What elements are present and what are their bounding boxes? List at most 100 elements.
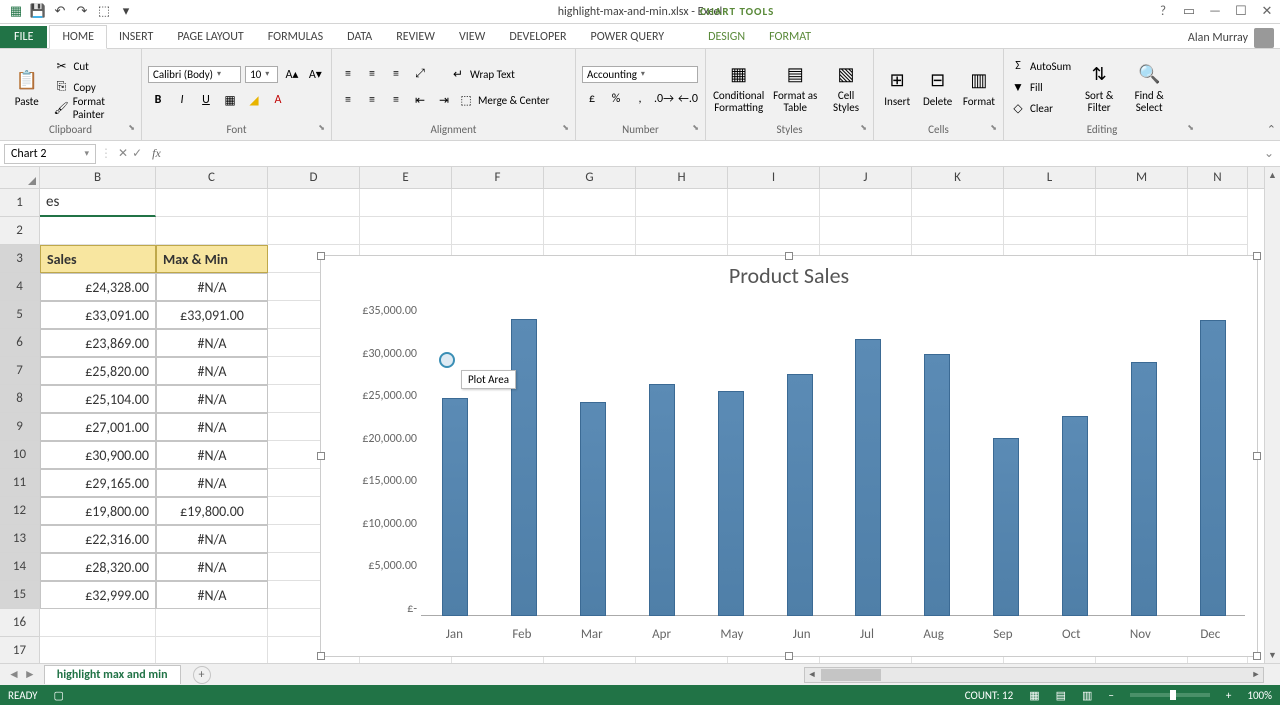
align-right-icon[interactable]: ≡ — [386, 90, 406, 110]
wrap-text-button[interactable]: ↵Wrap Text — [450, 65, 515, 83]
tab-home[interactable]: HOME — [49, 25, 107, 49]
cell-B6[interactable]: £23,869.00 — [40, 329, 156, 357]
chart-bar-Mar[interactable] — [580, 402, 606, 616]
align-middle-icon[interactable]: ≡ — [362, 64, 382, 84]
font-size-select[interactable]: 10 — [245, 66, 278, 83]
cell-F1[interactable] — [452, 189, 544, 217]
zoom-level[interactable]: 100% — [1247, 689, 1272, 702]
cell-C11[interactable]: #N/A — [156, 469, 268, 497]
conditional-formatting-button[interactable]: ▦Conditional Formatting — [712, 53, 765, 121]
cell-L2[interactable] — [1004, 217, 1096, 245]
file-tab[interactable]: FILE — [0, 26, 47, 48]
cell-C14[interactable]: #N/A — [156, 553, 268, 581]
row-header-11[interactable]: 11 — [0, 469, 40, 497]
horizontal-scrollbar[interactable]: ◄ ► — [804, 667, 1264, 683]
sheet-tab-active[interactable]: highlight max and min — [44, 665, 181, 684]
cell-B1[interactable]: es — [40, 189, 156, 217]
enter-formula-icon[interactable]: ✓ — [132, 146, 142, 161]
cell-C7[interactable]: #N/A — [156, 357, 268, 385]
tab-view[interactable]: VIEW — [447, 26, 497, 48]
cell-B8[interactable]: £25,104.00 — [40, 385, 156, 413]
cell-I1[interactable] — [728, 189, 820, 217]
cell-E1[interactable] — [360, 189, 452, 217]
cell-C13[interactable]: #N/A — [156, 525, 268, 553]
cell-L1[interactable] — [1004, 189, 1096, 217]
percent-icon[interactable]: % — [606, 89, 626, 109]
column-header-L[interactable]: L — [1004, 167, 1096, 188]
row-header-8[interactable]: 8 — [0, 385, 40, 413]
scroll-down-icon[interactable]: ▼ — [1265, 647, 1280, 663]
cell-J1[interactable] — [820, 189, 912, 217]
chart-object[interactable]: Product Sales £35,000.00£30,000.00£25,00… — [320, 255, 1258, 657]
maximize-icon[interactable]: ☐ — [1232, 4, 1250, 20]
border-button[interactable]: ▦ — [220, 90, 240, 110]
paste-button[interactable]: 📋 Paste — [6, 53, 47, 121]
scroll-left-icon[interactable]: ◄ — [805, 668, 819, 682]
cell-K1[interactable] — [912, 189, 1004, 217]
align-top-icon[interactable]: ≡ — [338, 64, 358, 84]
save-icon[interactable]: 💾 — [30, 4, 46, 20]
cell-G1[interactable] — [544, 189, 636, 217]
column-header-F[interactable]: F — [452, 167, 544, 188]
find-select-button[interactable]: 🔍Find & Select — [1127, 53, 1171, 121]
column-header-B[interactable]: B — [40, 167, 156, 188]
cut-button[interactable]: ✂Cut — [53, 57, 135, 75]
new-sheet-button[interactable]: + — [193, 666, 211, 684]
increase-decimal-icon[interactable]: .0→ — [654, 89, 674, 109]
row-header-16[interactable]: 16 — [0, 609, 40, 637]
comma-icon[interactable]: , — [630, 89, 650, 109]
decrease-decimal-icon[interactable]: ←.0 — [678, 89, 698, 109]
scroll-up-icon[interactable]: ▲ — [1265, 167, 1280, 183]
sort-filter-button[interactable]: ⇅Sort & Filter — [1077, 53, 1121, 121]
copy-button[interactable]: ⎘Copy — [53, 78, 135, 96]
insert-button[interactable]: ⊞Insert — [880, 53, 914, 121]
bold-button[interactable]: B — [148, 90, 168, 110]
grid-area[interactable]: BCDEFGHIJKLMN 1es23SalesMax & Min4£24,32… — [0, 167, 1280, 663]
cell-N2[interactable] — [1188, 217, 1248, 245]
cell-C10[interactable]: #N/A — [156, 441, 268, 469]
row-header-2[interactable]: 2 — [0, 217, 40, 245]
number-format-select[interactable]: Accounting — [582, 66, 698, 83]
fill-button[interactable]: ▼Fill — [1010, 78, 1071, 96]
chart-bar-Sep[interactable] — [993, 438, 1019, 616]
view-normal-icon[interactable]: ▦ — [1029, 689, 1039, 702]
cell-K2[interactable] — [912, 217, 1004, 245]
minimize-icon[interactable]: — — [1206, 4, 1224, 20]
touch-mode-icon[interactable]: ⬚ — [96, 4, 112, 20]
redo-icon[interactable]: ↷ — [74, 4, 90, 20]
fill-color-button[interactable]: ◢ — [244, 90, 264, 110]
chart-bar-May[interactable] — [718, 391, 744, 616]
cell-C1[interactable] — [156, 189, 268, 217]
column-header-H[interactable]: H — [636, 167, 728, 188]
cell-C8[interactable]: #N/A — [156, 385, 268, 413]
format-painter-button[interactable]: 🖌Format Painter — [53, 99, 135, 117]
italic-button[interactable]: I — [172, 90, 192, 110]
increase-indent-icon[interactable]: ⇥ — [434, 90, 454, 110]
column-header-G[interactable]: G — [544, 167, 636, 188]
cell-C2[interactable] — [156, 217, 268, 245]
user-area[interactable]: Alan Murray — [1188, 28, 1274, 48]
cell-B15[interactable]: £32,999.00 — [40, 581, 156, 609]
cell-H1[interactable] — [636, 189, 728, 217]
cell-E2[interactable] — [360, 217, 452, 245]
row-header-5[interactable]: 5 — [0, 301, 40, 329]
row-header-4[interactable]: 4 — [0, 273, 40, 301]
row-header-13[interactable]: 13 — [0, 525, 40, 553]
column-header-I[interactable]: I — [728, 167, 820, 188]
zoom-in-icon[interactable]: + — [1226, 689, 1231, 702]
column-header-J[interactable]: J — [820, 167, 912, 188]
tab-developer[interactable]: DEVELOPER — [497, 26, 578, 48]
chart-plot-area[interactable] — [421, 304, 1245, 616]
align-bottom-icon[interactable]: ≡ — [386, 64, 406, 84]
cell-B12[interactable]: £19,800.00 — [40, 497, 156, 525]
cell-B2[interactable] — [40, 217, 156, 245]
help-icon[interactable]: ? — [1154, 4, 1172, 20]
align-left-icon[interactable]: ≡ — [338, 90, 358, 110]
column-header-D[interactable]: D — [268, 167, 360, 188]
cell-H2[interactable] — [636, 217, 728, 245]
cell-N1[interactable] — [1188, 189, 1248, 217]
cell-D1[interactable] — [268, 189, 360, 217]
name-box[interactable]: Chart 2 — [4, 144, 96, 164]
row-header-9[interactable]: 9 — [0, 413, 40, 441]
cell-C9[interactable]: #N/A — [156, 413, 268, 441]
